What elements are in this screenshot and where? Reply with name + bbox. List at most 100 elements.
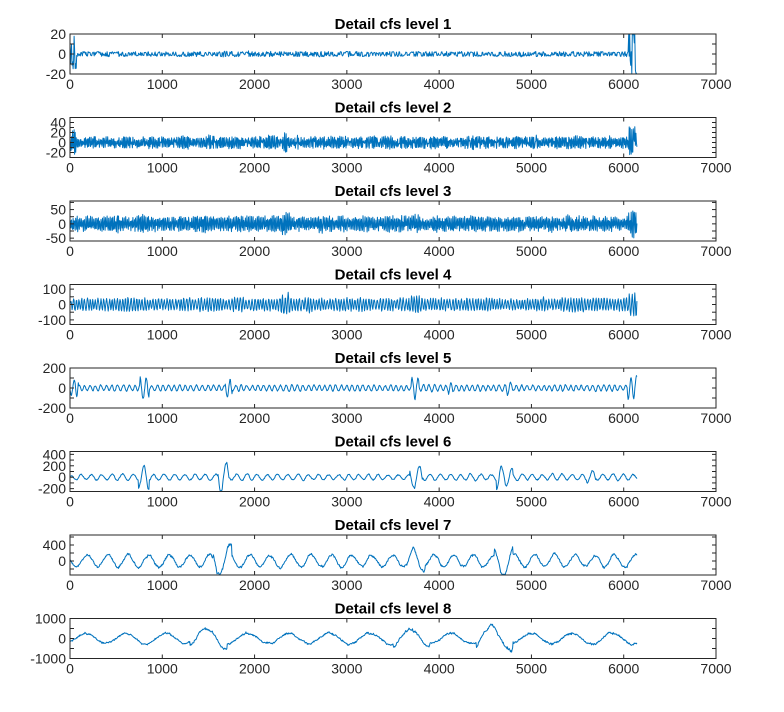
y-tick-label: 0: [58, 553, 66, 569]
x-tick-label: 3000: [331, 243, 362, 259]
x-tick-label: 0: [66, 410, 74, 426]
y-tick-label: -20: [46, 145, 66, 161]
axes-frame: [69, 117, 717, 158]
x-tick-label: 6000: [608, 494, 639, 510]
x-tick-label: 0: [66, 577, 74, 593]
subplot-level-7: Detail cfs level 70 1000 2000 3000 4000 5000 6…: [43, 517, 732, 593]
x-tick-label: 5000: [516, 494, 547, 510]
x-tick-label: 1000: [147, 243, 178, 259]
x-tick-label: 7000: [700, 243, 731, 259]
x-tick-label: 2000: [239, 410, 270, 426]
y-tick-label: 200: [43, 360, 67, 376]
axes-frame: [69, 451, 717, 492]
x-tick-label: 5000: [516, 160, 547, 176]
y-tick-label: 1000: [35, 611, 66, 627]
subplot-level-2: Detail cfs level 2 0 1000 2000 3000 4000 5000 6…: [46, 100, 732, 176]
x-tick-label: 2000: [239, 494, 270, 510]
x-tick-label: 7000: [700, 494, 731, 510]
subplot-title: Detail cfs level 4: [335, 267, 452, 284]
x-tick-label: 1000: [147, 410, 178, 426]
x-tick-label: 5000: [516, 577, 547, 593]
x-tick-label: 1000: [147, 76, 178, 92]
series-line: [69, 543, 638, 575]
x-tick-label: 0: [66, 76, 74, 92]
x-tick-label: 2000: [239, 243, 270, 259]
axes-frame: [69, 618, 717, 659]
subplot-level-8: Detail cfs level 8 0 1000 2000 3000 4000 5000 6…: [30, 601, 732, 677]
subplot-title: Detail cfs level 3: [335, 183, 452, 200]
y-tick-label: 400: [43, 537, 67, 553]
x-tick-label: 2000: [239, 327, 270, 343]
x-tick-label: 5000: [516, 661, 547, 677]
subplot-title: Detail cfs level 6: [335, 434, 452, 451]
x-tick-label: 7000: [700, 160, 731, 176]
axes-frame: [69, 534, 717, 576]
x-tick-label: 0: [66, 494, 74, 510]
x-tick-label: 4000: [424, 410, 455, 426]
x-tick-label: 2000: [239, 76, 270, 92]
subplot-level-5: Detail cfs level 50 1000 2000 3000 4000 5000 6…: [38, 350, 732, 426]
x-tick-label: 3000: [331, 410, 362, 426]
series-line: [70, 461, 638, 492]
y-tick-label: -100: [38, 312, 66, 328]
x-tick-label: 6000: [608, 160, 639, 176]
x-tick-label: 6000: [608, 327, 639, 343]
x-tick-label: 1000: [147, 661, 178, 677]
y-tick-label: -200: [38, 481, 66, 497]
x-tick-label: 1000: [147, 160, 178, 176]
y-tick-label: 50: [50, 202, 66, 218]
x-tick-label: 6000: [608, 410, 639, 426]
y-tick-label: 40: [50, 115, 66, 131]
x-tick-label: 5000: [516, 327, 547, 343]
y-tick-label: 20: [50, 26, 66, 42]
subplot-title: Detail cfs level 7: [335, 517, 452, 534]
x-tick-label: 4000: [424, 76, 455, 92]
series-line: [69, 623, 638, 653]
x-tick-label: 3000: [331, 661, 362, 677]
subplot-level-1: Detail cfs level 1 0 1000 2000 3000 4000 5000 6…: [46, 16, 732, 92]
subplot-title: Detail cfs level 2: [335, 100, 452, 117]
y-tick-label: -20: [46, 66, 66, 82]
subplot-level-3: Detail cfs level 3 0 1000 2000 3000 4000 5000 6…: [46, 183, 732, 259]
x-tick-label: 6000: [608, 243, 639, 259]
y-tick-label: -1000: [30, 651, 66, 667]
x-tick-label: 0: [66, 243, 74, 259]
subplot-level-6: Detail cfs level 60 1000 2000 3000 4000 5000 6…: [38, 434, 732, 510]
x-tick-label: 4000: [424, 243, 455, 259]
series-line: [69, 291, 638, 317]
x-tick-label: 3000: [331, 577, 362, 593]
y-tick-label: -200: [38, 400, 66, 416]
series-line: [69, 34, 637, 74]
x-tick-label: 4000: [424, 494, 455, 510]
y-tick-label: 0: [58, 380, 66, 396]
x-tick-label: 3000: [331, 160, 362, 176]
series-line: [69, 210, 638, 239]
x-tick-label: 3000: [331, 76, 362, 92]
series-line: [69, 126, 638, 156]
y-tick-label: 400: [43, 446, 67, 462]
y-tick-label: 0: [58, 631, 66, 647]
x-tick-label: 1000: [147, 577, 178, 593]
y-tick-label: 0: [58, 135, 66, 151]
y-tick-label: 0: [58, 297, 66, 313]
subplot-title: Detail cfs level 1: [335, 16, 452, 33]
y-tick-label: 20: [50, 125, 66, 141]
y-tick-label: 100: [43, 281, 67, 297]
x-tick-label: 2000: [239, 160, 270, 176]
x-tick-label: 2000: [239, 577, 270, 593]
x-tick-label: 6000: [608, 577, 639, 593]
subplot-title: Detail cfs level 5: [335, 350, 452, 367]
series-line: [69, 375, 638, 401]
x-tick-label: 3000: [331, 494, 362, 510]
x-tick-label: 7000: [700, 577, 731, 593]
x-tick-label: 1000: [147, 327, 178, 343]
y-tick-label: 200: [43, 458, 67, 474]
x-tick-label: 7000: [700, 410, 731, 426]
x-tick-label: 2000: [239, 661, 270, 677]
x-tick-label: 4000: [424, 327, 455, 343]
x-tick-label: 7000: [700, 327, 731, 343]
subplot-level-4: Detail cfs level 4 0 1000 2000 3000 4000 5000 6…: [38, 267, 732, 343]
x-tick-label: 3000: [331, 327, 362, 343]
x-tick-label: 5000: [516, 76, 547, 92]
